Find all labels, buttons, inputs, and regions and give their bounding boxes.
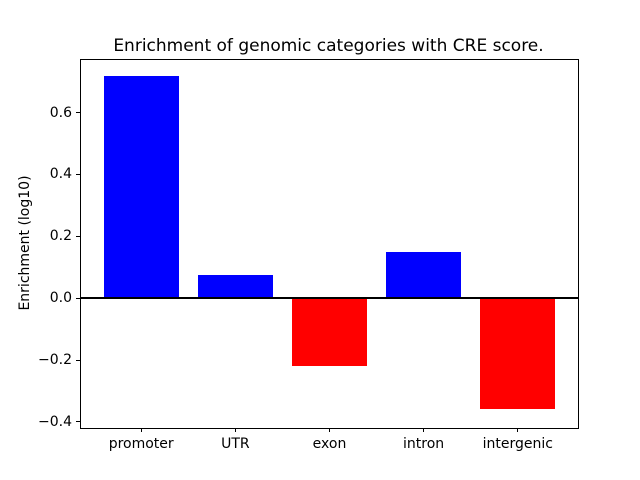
bar-promoter bbox=[103, 75, 179, 299]
y-tick-mark bbox=[76, 112, 80, 114]
y-tick-mark bbox=[76, 235, 80, 237]
y-tick-label: 0.4 bbox=[49, 166, 72, 183]
zero-baseline bbox=[81, 297, 578, 300]
y-tick-label: −0.2 bbox=[38, 352, 72, 368]
bar-exon bbox=[291, 298, 368, 367]
y-tick-label: 0.6 bbox=[49, 104, 72, 121]
y-tick-mark bbox=[76, 297, 80, 299]
y-axis-label: Enrichment (log10) bbox=[17, 175, 33, 311]
bar-intron bbox=[386, 251, 462, 299]
x-tick-mark bbox=[140, 428, 142, 432]
y-tick-mark bbox=[76, 173, 80, 175]
x-tick-label-promoter: promoter bbox=[108, 436, 174, 452]
x-tick-mark bbox=[423, 428, 425, 432]
x-tick-label-intergenic: intergenic bbox=[482, 436, 553, 452]
y-tick-label: 0.0 bbox=[49, 290, 72, 307]
bar-UTR bbox=[197, 274, 273, 299]
y-tick-label: −0.4 bbox=[38, 413, 72, 430]
x-tick-mark bbox=[517, 428, 519, 432]
y-tick-label: 0.2 bbox=[49, 228, 72, 245]
x-tick-mark bbox=[234, 428, 236, 432]
x-tick-mark bbox=[329, 428, 330, 432]
plot-area: −0.4 −0.2 0.0 0.2 0.4 0.6 promoter UTR exon intro… bbox=[38, 59, 579, 452]
y-tick-mark bbox=[76, 421, 80, 423]
x-tick-label-exon: exon bbox=[312, 436, 347, 452]
x-tick-label-UTR: UTR bbox=[221, 436, 250, 452]
bar-intergenic bbox=[480, 298, 556, 410]
chart-title: Enrichment of genomic categories with CR… bbox=[113, 36, 544, 56]
y-tick-mark bbox=[76, 359, 80, 361]
x-tick-label-intron: intron bbox=[403, 436, 445, 452]
